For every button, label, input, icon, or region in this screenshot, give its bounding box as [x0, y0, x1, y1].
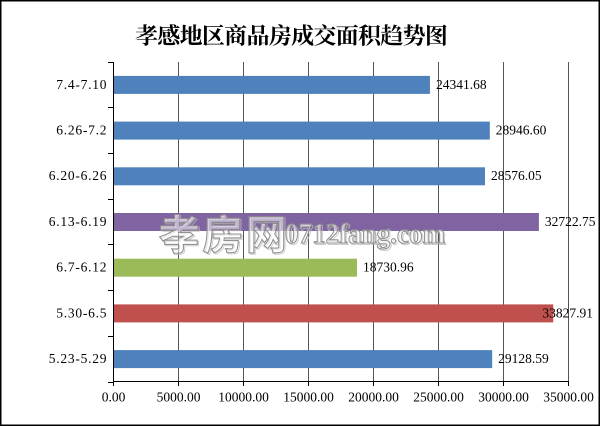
svg-text:24341.68: 24341.68 — [436, 77, 487, 92]
svg-text:5.30-6.5: 5.30-6.5 — [56, 305, 107, 320]
svg-text:33827.91: 33827.91 — [542, 305, 593, 320]
svg-text:5.23-5.29: 5.23-5.29 — [49, 351, 108, 366]
svg-text:6.20-6.26: 6.20-6.26 — [49, 168, 108, 183]
svg-text:28946.60: 28946.60 — [496, 122, 547, 137]
svg-text:28576.05: 28576.05 — [491, 168, 542, 183]
svg-text:10000.00: 10000.00 — [218, 390, 269, 405]
svg-text:29128.59: 29128.59 — [498, 351, 549, 366]
svg-text:20000.00: 20000.00 — [348, 390, 399, 405]
svg-text:0712fang.com: 0712fang.com — [285, 218, 445, 250]
svg-text:6.26-7.2: 6.26-7.2 — [56, 122, 107, 137]
svg-text:6.13-6.19: 6.13-6.19 — [49, 214, 108, 229]
svg-text:30000.00: 30000.00 — [478, 390, 529, 405]
svg-text:18730.96: 18730.96 — [363, 260, 414, 275]
svg-text:7.4-7.10: 7.4-7.10 — [56, 77, 107, 92]
svg-text:0.00: 0.00 — [102, 390, 126, 405]
svg-text:35000.00: 35000.00 — [543, 390, 594, 405]
svg-text:32722.75: 32722.75 — [545, 214, 596, 229]
svg-text:0712fang.com: 0712fang.com — [286, 220, 446, 252]
svg-text:5000.00: 5000.00 — [157, 390, 201, 405]
svg-text:6.7-6.12: 6.7-6.12 — [56, 260, 107, 275]
svg-text:15000.00: 15000.00 — [283, 390, 334, 405]
svg-text:25000.00: 25000.00 — [413, 390, 464, 405]
